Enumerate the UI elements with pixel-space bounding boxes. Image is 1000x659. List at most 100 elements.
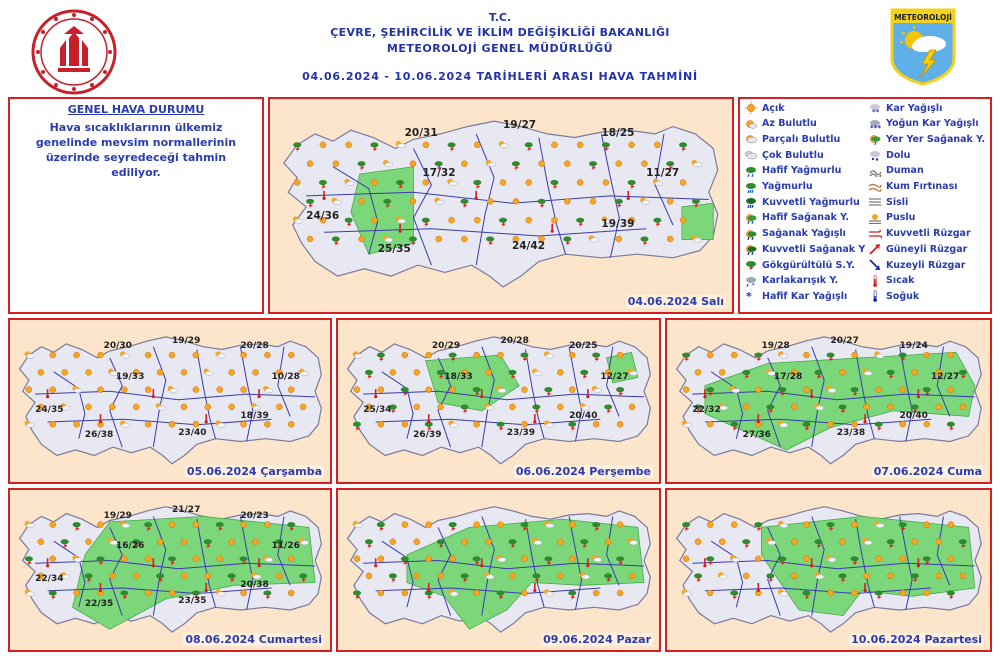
- temperature-label: 18/39: [240, 410, 269, 421]
- snow-icon: **: [868, 102, 886, 114]
- partly-cloudy-icon: [653, 178, 664, 186]
- partly-cloudy-icon: [814, 572, 825, 580]
- sunny-icon: [389, 369, 397, 376]
- partly-cloudy-icon: [395, 141, 406, 149]
- sunny-icon: [564, 160, 571, 167]
- header-tc: T.C.: [488, 11, 512, 24]
- turkey-land: [346, 336, 651, 465]
- partly-cloudy-icon: [778, 351, 789, 359]
- sunny-icon: [803, 351, 810, 359]
- thunder-shower-icon: [120, 590, 129, 601]
- thunder-shower-icon: [778, 387, 787, 398]
- sunny-icon: [409, 160, 417, 167]
- sunny-icon: [413, 403, 421, 411]
- sunny-icon: [569, 351, 576, 359]
- sunny-icon: [694, 538, 702, 545]
- legend-label: Duman: [886, 165, 924, 177]
- temperature-label: 20/40: [569, 410, 598, 421]
- legend-item: Dolu: [868, 149, 910, 161]
- sunny-icon: [358, 235, 365, 243]
- thunder-shower-icon: [563, 236, 572, 247]
- sunny-icon: [615, 235, 623, 243]
- thunder-shower-icon: [537, 198, 546, 209]
- legend-item: Kum Fırtınası: [868, 181, 957, 193]
- legend-item: Çok Bulutlu: [744, 149, 824, 161]
- thunder-shower-icon: [850, 556, 859, 567]
- temperature-label: 19/28: [761, 341, 790, 352]
- thunder-shower-icon: [144, 522, 153, 533]
- thunder-shower-icon: [730, 421, 739, 432]
- turkey-land: [18, 336, 322, 465]
- thunder-shower-icon: [275, 539, 284, 550]
- partly-cloudy-icon: [717, 403, 728, 411]
- partly-cloudy-icon: [352, 520, 363, 529]
- thunder-shower-icon: [520, 352, 529, 363]
- region-boundary: [332, 166, 379, 255]
- thunder-shower-icon: [460, 198, 469, 209]
- thunder-shower-icon: [473, 179, 482, 191]
- partly-cloudy-icon: [496, 555, 507, 563]
- sunny-icon: [306, 160, 314, 167]
- partly-cloudy-icon: [691, 235, 702, 243]
- sunny-icon: [306, 235, 314, 243]
- partly-cloudy-icon: [579, 572, 590, 580]
- partly-cloudy-icon: [496, 385, 507, 394]
- general-weather-box: GENEL HAVA DURUMU Hava sıcaklıklarının ü…: [8, 97, 264, 314]
- thunder-shower-icon: [24, 556, 33, 567]
- sunny-icon: [827, 420, 834, 428]
- temperature-label: 23/40: [178, 427, 207, 438]
- sunny-icon: [512, 198, 520, 205]
- thunder-shower-icon: [447, 142, 456, 153]
- sunny-icon: [486, 198, 494, 205]
- legend-label: Kuzeyli Rüzgar: [886, 259, 966, 271]
- thunder-shower-icon: [508, 539, 517, 550]
- sunny-icon: [371, 179, 378, 186]
- sunny-icon: [461, 235, 468, 243]
- thunder-shower-icon: [448, 352, 457, 363]
- legend-item: Duman: [868, 165, 924, 177]
- temperature-label: 20/40: [899, 410, 928, 421]
- partly-cloudy-icon: [24, 589, 35, 597]
- temperature-label: 20/27: [830, 335, 859, 346]
- partly-cloudy-icon: [24, 351, 35, 359]
- sunny-icon: [616, 351, 624, 359]
- thunder-shower-icon: [742, 369, 751, 380]
- sunny-icon: [694, 369, 702, 376]
- sunny-icon: [252, 538, 259, 545]
- sunny-icon: [461, 160, 468, 167]
- hot-icon: [586, 389, 590, 399]
- partly-cloudy-icon: [251, 572, 262, 580]
- sunny-icon: [628, 572, 636, 580]
- sunny-icon: [718, 369, 726, 376]
- partly-cloudy-icon: [448, 589, 459, 597]
- sunny-icon: [204, 572, 212, 580]
- sunny-icon: [49, 521, 57, 528]
- sunny-icon: [168, 521, 176, 528]
- region-boundary: [525, 349, 545, 439]
- partly-cloudy-icon: [778, 520, 789, 529]
- sunny-icon: [240, 386, 247, 393]
- sunny-icon: [192, 351, 200, 359]
- sunny-icon: [959, 403, 967, 411]
- sunny-icon: [551, 141, 558, 149]
- sunny-icon: [473, 351, 480, 359]
- thunder-shower-icon: [331, 236, 340, 247]
- legend-label: Güneyli Rüzgar: [886, 243, 968, 255]
- sunny-icon: [73, 420, 80, 428]
- sunny-icon: [791, 369, 798, 376]
- sunny-icon: [332, 160, 340, 167]
- thunder-shower-icon: [754, 352, 763, 363]
- sunny-icon: [299, 403, 307, 411]
- region-boundary: [899, 346, 913, 442]
- snow-light-icon: *: [744, 290, 762, 302]
- hot-icon: [586, 558, 590, 568]
- thunder-shower-icon: [814, 539, 823, 550]
- sunny-icon: [576, 179, 584, 186]
- sunny-icon: [827, 589, 834, 597]
- sunny-icon: [422, 141, 430, 149]
- sunny-icon: [875, 555, 882, 563]
- sunny-icon: [592, 589, 600, 597]
- sunny-icon: [628, 216, 635, 224]
- sunny-icon: [413, 572, 421, 580]
- sunny-icon: [240, 521, 247, 528]
